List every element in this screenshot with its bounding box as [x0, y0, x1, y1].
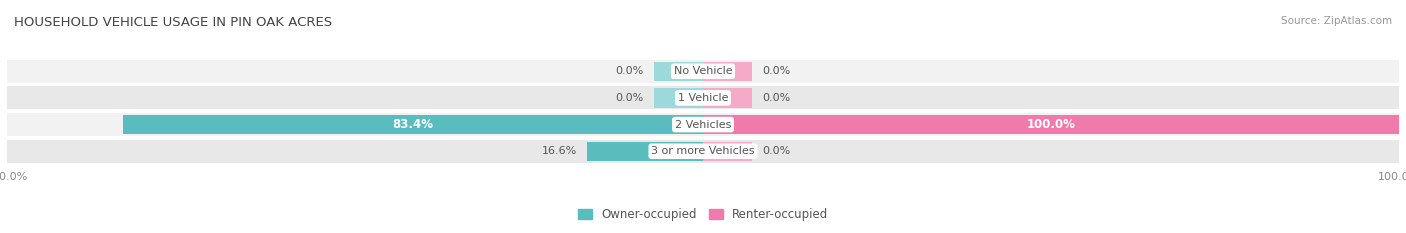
- Bar: [654, 62, 703, 81]
- Text: 0.0%: 0.0%: [616, 93, 644, 103]
- Bar: [122, 115, 703, 134]
- Bar: [7, 86, 1399, 109]
- Bar: [588, 142, 703, 161]
- Bar: [7, 140, 1399, 163]
- Text: 0.0%: 0.0%: [762, 66, 790, 76]
- Text: 3 or more Vehicles: 3 or more Vehicles: [651, 146, 755, 156]
- Text: 100.0%: 100.0%: [1026, 118, 1076, 131]
- Text: 0.0%: 0.0%: [616, 66, 644, 76]
- Bar: [7, 113, 1399, 136]
- Bar: [703, 88, 752, 107]
- Text: HOUSEHOLD VEHICLE USAGE IN PIN OAK ACRES: HOUSEHOLD VEHICLE USAGE IN PIN OAK ACRES: [14, 16, 332, 29]
- Text: 83.4%: 83.4%: [392, 118, 433, 131]
- Bar: [654, 88, 703, 107]
- Bar: [703, 142, 752, 161]
- Text: 0.0%: 0.0%: [762, 93, 790, 103]
- Text: 1 Vehicle: 1 Vehicle: [678, 93, 728, 103]
- Text: No Vehicle: No Vehicle: [673, 66, 733, 76]
- Bar: [7, 60, 1399, 83]
- Legend: Owner-occupied, Renter-occupied: Owner-occupied, Renter-occupied: [572, 203, 834, 226]
- Text: Source: ZipAtlas.com: Source: ZipAtlas.com: [1281, 16, 1392, 26]
- Text: 16.6%: 16.6%: [541, 146, 576, 156]
- Text: 0.0%: 0.0%: [762, 146, 790, 156]
- Bar: [703, 115, 1399, 134]
- Text: 2 Vehicles: 2 Vehicles: [675, 120, 731, 130]
- Bar: [703, 62, 752, 81]
